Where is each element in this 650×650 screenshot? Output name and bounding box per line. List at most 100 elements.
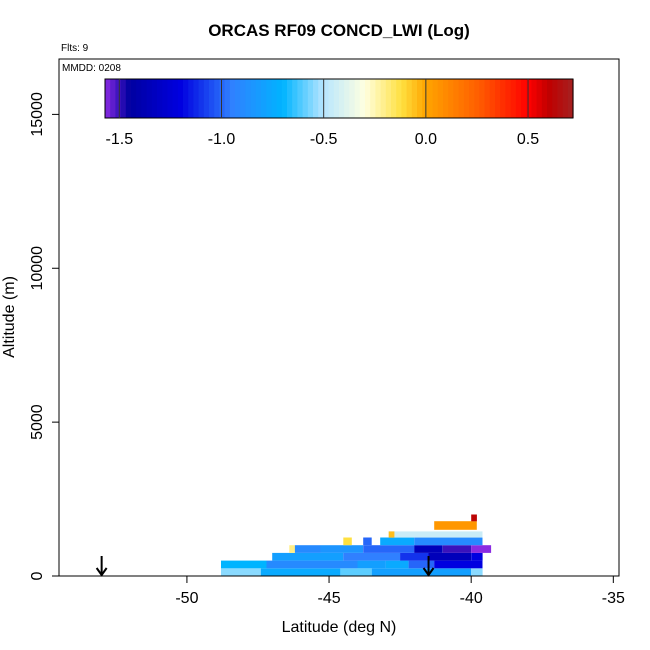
colorbar-segment (219, 79, 226, 118)
chart-title: ORCAS RF09 CONCD_LWI (Log) (208, 21, 470, 40)
flight-markers (95, 556, 435, 577)
colorbar-segment (229, 79, 236, 118)
colorbar-segment (193, 79, 200, 118)
colorbar-segment (115, 79, 122, 118)
colorbar-tick-label: -1.0 (208, 131, 236, 148)
colorbar-segment (370, 79, 376, 118)
flight-end-arrow-icon (422, 556, 435, 577)
colorbar-tick-label: -0.5 (310, 131, 338, 148)
colorbar-segment (339, 79, 345, 118)
colorbar-segment (443, 79, 449, 118)
colorbar-segment (354, 79, 361, 118)
colorbar-segment (183, 79, 189, 118)
heatmap-cell (272, 552, 344, 561)
colorbar-segment (536, 79, 543, 118)
colorbar-segment (172, 79, 179, 118)
heatmap-cell (388, 531, 395, 538)
x-tick-label: -40 (460, 590, 483, 607)
heatmap-cell (414, 545, 443, 553)
x-tick-label: -35 (602, 590, 625, 607)
y-axis-label: Altitude (m) (1, 276, 18, 358)
colorbar-segment (396, 79, 402, 118)
colorbar-segment (245, 79, 252, 118)
colorbar-segment (105, 79, 111, 118)
y-tick-label: 10000 (29, 246, 46, 291)
colorbar-segment (255, 79, 262, 118)
colorbar-segment (474, 79, 480, 118)
heatmap-cell (294, 545, 321, 553)
colorbar-segment (266, 79, 272, 118)
colorbar-segment (557, 79, 564, 118)
colorbar-segment (385, 79, 392, 118)
y-axis: 0 5000 10000 15000 (29, 92, 59, 580)
heatmap-cell (340, 568, 372, 576)
colorbar-segment (240, 79, 246, 118)
colorbar-segment (162, 79, 168, 118)
colorbar-segment (505, 79, 512, 118)
heatmap-cell (221, 560, 267, 569)
colorbar-segment (318, 79, 324, 118)
colorbar-segment (562, 79, 569, 118)
colorbar-segment (526, 79, 532, 118)
colorbar-segment (250, 79, 257, 118)
colorbar-segment (292, 79, 298, 118)
colorbar-segment (489, 79, 496, 118)
date-annotation: MMDD: 0208 (62, 63, 121, 74)
colorbar-segment (307, 79, 314, 118)
colorbar-segment (349, 79, 356, 118)
colorbar-tick-label: -1.5 (106, 131, 134, 148)
colorbar-segment (344, 79, 350, 118)
heatmap-cell (471, 568, 483, 576)
colorbar-segment (276, 79, 283, 118)
colorbar-segment (401, 79, 408, 118)
colorbar-segment (359, 79, 366, 118)
colorbar-segment (422, 79, 428, 118)
heatmap-cell (357, 560, 386, 569)
heatmap-cell (471, 552, 483, 561)
colorbar-segment (151, 79, 158, 118)
heatmap-cell (434, 560, 483, 569)
flight-start-arrow-icon (95, 556, 108, 577)
heatmap-cell (320, 545, 364, 553)
heatmap-cell (343, 537, 352, 546)
colorbar-segment (209, 79, 215, 118)
colorbar-segment (567, 79, 574, 118)
colorbar-segment (463, 79, 470, 118)
heatmap-cell (385, 560, 409, 569)
colorbar-segment (375, 79, 382, 118)
flights-annotation: Flts: 9 (61, 43, 89, 54)
heatmap-cell (371, 568, 472, 576)
colorbar-segment (510, 79, 517, 118)
colorbar-segment (261, 79, 267, 118)
heatmap-cells (221, 514, 492, 576)
heatmap-cell (343, 552, 401, 561)
colorbar-segment (417, 79, 423, 118)
plot-frame (58, 58, 620, 577)
colorbar-segment (281, 79, 288, 118)
colorbar-segment (448, 79, 454, 118)
heatmap-cell (400, 552, 429, 561)
heatmap-cell (434, 521, 477, 530)
heatmap-cell (408, 560, 435, 569)
colorbar-segment (541, 79, 548, 118)
colorbar-segment (484, 79, 491, 118)
colorbar-segment (427, 79, 434, 118)
colorbar-segment (203, 79, 210, 118)
y-tick-label: 0 (29, 571, 46, 580)
colorbar: -1.5 -1.0 -0.5 0.0 0.5 (104, 78, 574, 148)
colorbar-segment (235, 79, 241, 118)
colorbar-segment (380, 79, 387, 118)
heatmap-cell (266, 560, 358, 569)
colorbar-segment (302, 79, 309, 118)
colorbar-segment (323, 79, 330, 118)
colorbar-segment (271, 79, 278, 118)
colorbar-segment (406, 79, 413, 118)
heatmap-cell (471, 514, 477, 522)
colorbar-segment (188, 79, 194, 118)
heatmap-cell (471, 545, 492, 553)
colorbar-segment (313, 79, 319, 118)
colorbar-segment (479, 79, 486, 118)
colorbar-segment (469, 79, 475, 118)
colorbar-segment (120, 79, 127, 118)
